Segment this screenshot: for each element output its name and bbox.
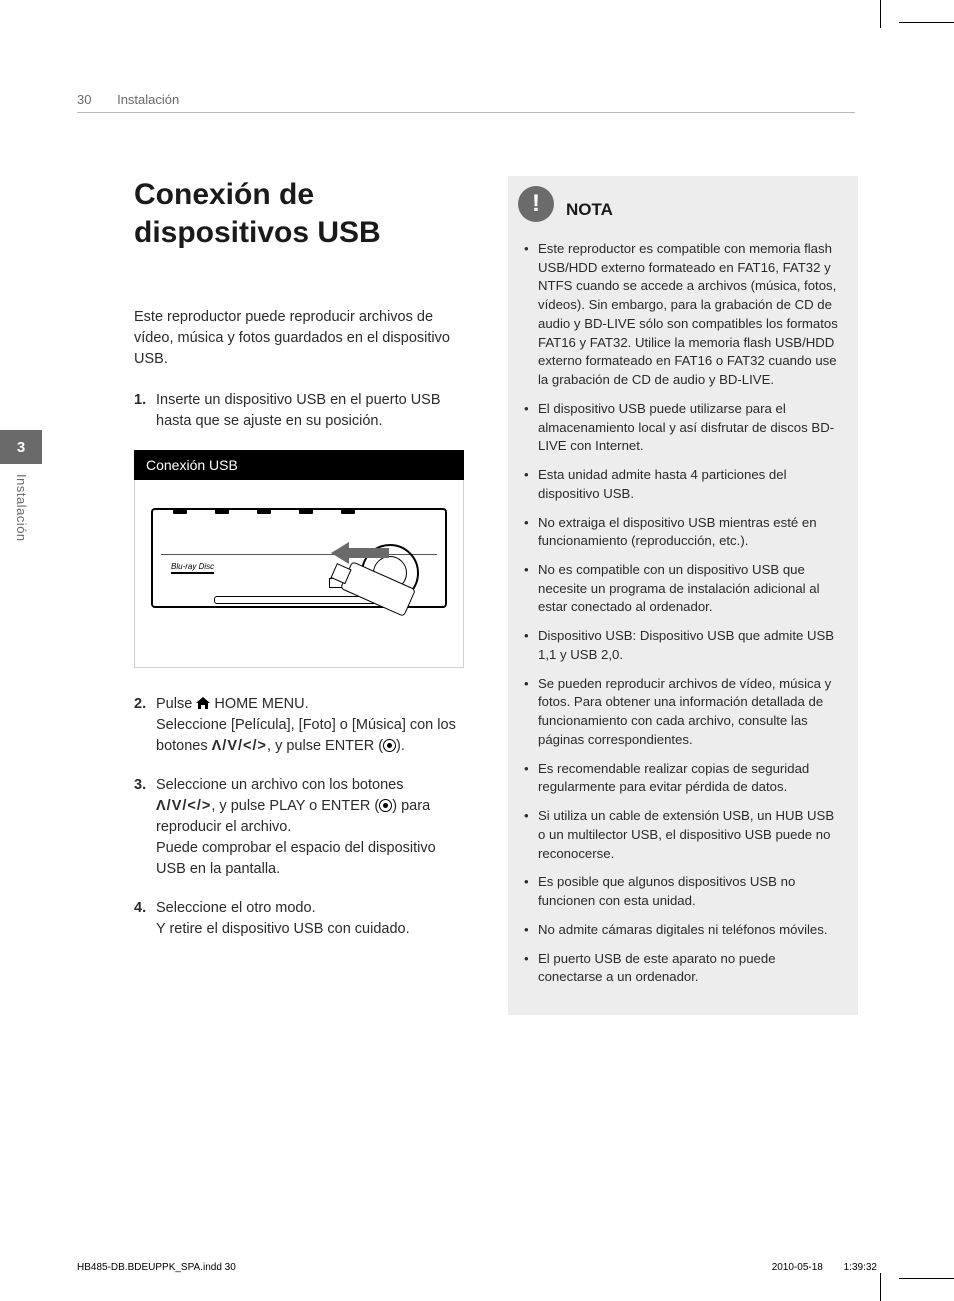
running-header: 30 Instalación — [77, 92, 179, 107]
bullet-icon: • — [524, 627, 538, 664]
note-item: •Es posible que algunos dispositivos USB… — [524, 873, 842, 910]
bullet-icon: • — [524, 240, 538, 390]
note-item: •Si utiliza un cable de extensión USB, u… — [524, 807, 842, 863]
step-text: Seleccione un archivo con los botones Λ/… — [156, 775, 464, 880]
note-item: •No admite cámaras digitales ni teléfono… — [524, 921, 842, 940]
step-line: Pulse HOME MENU. — [156, 694, 464, 715]
step-item: 4.Seleccione el otro modo.Y retire el di… — [134, 898, 464, 940]
steps-list: 1.Inserte un dispositivo USB en el puert… — [134, 390, 464, 940]
step-text: Seleccione el otro modo.Y retire el disp… — [156, 898, 464, 940]
left-column: Conexión de dispositivos USB Este reprod… — [134, 176, 464, 958]
bd-logo: Blu-ray Disc — [171, 562, 214, 574]
note-item: •No es compatible con un dispositivo USB… — [524, 561, 842, 617]
figure-caption: Conexión USB — [134, 450, 464, 480]
note-text: No admite cámaras digitales ni teléfonos… — [538, 921, 842, 940]
note-text: No es compatible con un dispositivo USB … — [538, 561, 842, 617]
footer-file: HB485-DB.BDEUPPK_SPA.indd 30 — [77, 1262, 236, 1273]
note-item: •Dispositivo USB: Dispositivo USB que ad… — [524, 627, 842, 664]
note-item: •No extraiga el dispositivo USB mientras… — [524, 514, 842, 551]
step-line: Puede comprobar el espacio del dispositi… — [156, 838, 464, 880]
note-box: ! NOTA •Este reproductor es compatible c… — [508, 176, 858, 1015]
note-text: Se pueden reproducir archivos de vídeo, … — [538, 675, 842, 750]
step-number: 3. — [134, 775, 156, 880]
section-name: Instalación — [117, 92, 179, 107]
note-text: Es posible que algunos dispositivos USB … — [538, 873, 842, 910]
bullet-icon: • — [524, 400, 538, 456]
note-title: NOTA — [566, 200, 613, 220]
note-header: ! NOTA — [520, 192, 842, 228]
note-item: •El dispositivo USB puede utilizarse par… — [524, 400, 842, 456]
step-line: Seleccione un archivo con los botones Λ/… — [156, 775, 464, 838]
step-text: Pulse HOME MENU.Seleccione [Película], [… — [156, 694, 464, 757]
right-column: ! NOTA •Este reproductor es compatible c… — [508, 176, 858, 1015]
bullet-icon: • — [524, 950, 538, 987]
step-number: 4. — [134, 898, 156, 940]
figure-image: Blu-ray Disc — [134, 480, 464, 668]
page-number: 30 — [77, 92, 91, 107]
step-number: 2. — [134, 694, 156, 757]
dpad-icon: Λ/V/</> — [212, 738, 267, 754]
note-text: Es recomendable realizar copias de segur… — [538, 760, 842, 797]
manual-page: 30 Instalación 3 Instalación Conexión de… — [0, 0, 954, 1301]
chapter-number: 3 — [0, 430, 42, 464]
note-item: •Es recomendable realizar copias de segu… — [524, 760, 842, 797]
bullet-icon: • — [524, 675, 538, 750]
note-list: •Este reproductor es compatible con memo… — [524, 240, 842, 987]
dpad-icon: Λ/V/</> — [156, 798, 211, 814]
home-icon — [196, 697, 210, 709]
chapter-label: Instalación — [14, 474, 29, 542]
bullet-icon: • — [524, 514, 538, 551]
intro-paragraph: Este reproductor puede reproducir archiv… — [134, 307, 464, 370]
note-text: Si utiliza un cable de extensión USB, un… — [538, 807, 842, 863]
usb-figure: Conexión USB Blu-ray Disc — [134, 450, 464, 668]
footer-time: 1:39:32 — [844, 1262, 877, 1273]
footer-date: 2010-05-18 — [772, 1262, 823, 1273]
note-text: Esta unidad admite hasta 4 particiones d… — [538, 466, 842, 503]
step-item: 1.Inserte un dispositivo USB en el puert… — [134, 390, 464, 432]
enter-icon — [383, 739, 396, 752]
enter-icon — [379, 799, 392, 812]
step-line: Seleccione el otro modo. — [156, 898, 464, 919]
bullet-icon: • — [524, 760, 538, 797]
step-line: Y retire el dispositivo USB con cuidado. — [156, 919, 464, 940]
bullet-icon: • — [524, 466, 538, 503]
note-item: •Este reproductor es compatible con memo… — [524, 240, 842, 390]
step-item: 2.Pulse HOME MENU.Seleccione [Película],… — [134, 694, 464, 757]
chapter-tab: 3 Instalación — [0, 430, 48, 650]
bullet-icon: • — [524, 807, 538, 863]
step-line: Seleccione [Película], [Foto] o [Música]… — [156, 715, 464, 757]
note-text: El dispositivo USB puede utilizarse para… — [538, 400, 842, 456]
note-text: No extraiga el dispositivo USB mientras … — [538, 514, 842, 551]
note-item: •Se pueden reproducir archivos de vídeo,… — [524, 675, 842, 750]
note-text: Este reproductor es compatible con memor… — [538, 240, 842, 390]
step-line: Inserte un dispositivo USB en el puerto … — [156, 390, 464, 432]
header-rule — [77, 112, 855, 113]
insert-arrow-icon — [331, 540, 391, 566]
note-item: •Esta unidad admite hasta 4 particiones … — [524, 466, 842, 503]
page-title: Conexión de dispositivos USB — [134, 176, 464, 251]
note-item: •El puerto USB de este aparato no puede … — [524, 950, 842, 987]
step-item: 3.Seleccione un archivo con los botones … — [134, 775, 464, 880]
step-number: 1. — [134, 390, 156, 432]
bullet-icon: • — [524, 921, 538, 940]
bullet-icon: • — [524, 561, 538, 617]
page-footer: HB485-DB.BDEUPPK_SPA.indd 30 2010-05-18 … — [77, 1262, 877, 1273]
step-text: Inserte un dispositivo USB en el puerto … — [156, 390, 464, 432]
bullet-icon: • — [524, 873, 538, 910]
alert-icon: ! — [518, 186, 554, 222]
note-text: El puerto USB de este aparato no puede c… — [538, 950, 842, 987]
disc-slot — [214, 596, 384, 604]
note-text: Dispositivo USB: Dispositivo USB que adm… — [538, 627, 842, 664]
